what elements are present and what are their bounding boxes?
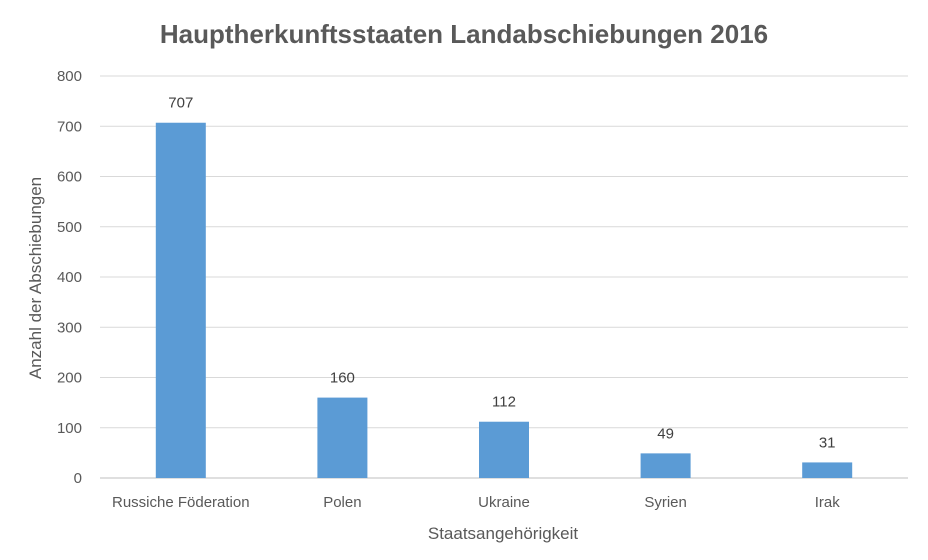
- bar: [479, 421, 529, 478]
- y-axis-ticks: 0 100 200 300 400 500 600 700 800: [57, 68, 82, 487]
- bar: [640, 453, 691, 478]
- x-tick-label: Ukraine: [478, 494, 530, 511]
- data-label: 49: [657, 425, 674, 442]
- bar: [155, 122, 206, 479]
- y-tick-label: 300: [57, 319, 82, 336]
- bar: [317, 397, 368, 478]
- x-axis-label: Staatsangehörigkeit: [428, 524, 579, 543]
- bars: [155, 122, 853, 479]
- data-label: 31: [819, 434, 836, 451]
- data-label: 707: [168, 95, 193, 112]
- y-tick-label: 600: [57, 169, 82, 186]
- y-tick-label: 800: [57, 68, 82, 85]
- y-tick-label: 400: [57, 269, 82, 286]
- x-tick-label: Russiche Föderation: [112, 494, 250, 511]
- data-label: 112: [492, 394, 516, 411]
- y-tick-label: 500: [57, 219, 82, 236]
- x-tick-label: Irak: [815, 494, 841, 511]
- y-tick-label: 700: [57, 118, 82, 135]
- y-tick-label: 0: [74, 470, 82, 487]
- x-tick-label: Polen: [323, 494, 361, 511]
- y-tick-label: 100: [57, 420, 82, 437]
- chart-title: Hauptherkunftsstaaten Landabschiebungen …: [160, 19, 768, 49]
- data-label: 160: [330, 370, 355, 387]
- y-axis-label: Anzahl der Abschiebungen: [26, 177, 45, 379]
- x-axis-ticks: Russiche Föderation Polen Ukraine Syrien Ira…: [112, 494, 840, 511]
- bar: [802, 462, 853, 478]
- data-labels: 707 160 112 49 31: [168, 95, 835, 452]
- x-tick-label: Syrien: [644, 494, 687, 511]
- gridlines: [100, 75, 908, 479]
- y-tick-label: 200: [57, 370, 82, 387]
